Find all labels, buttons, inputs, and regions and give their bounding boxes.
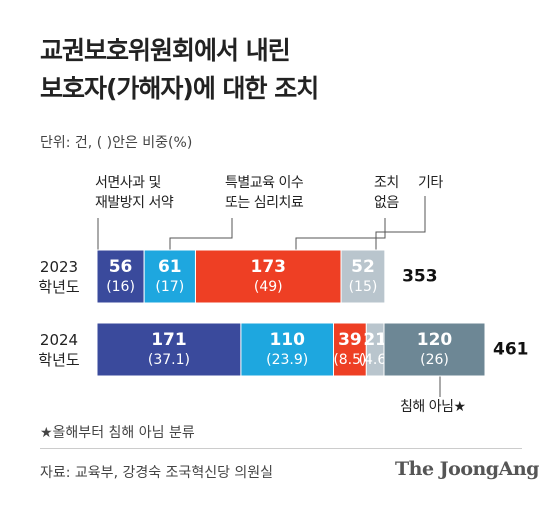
value-label: 120 [417, 330, 453, 350]
share-label: (49) [254, 279, 283, 295]
total-label: 353 [402, 267, 438, 287]
divider [40, 448, 522, 449]
value-label: 173 [251, 257, 287, 277]
note: ★올해부터 침해 아님 분류 [40, 425, 195, 441]
bar-segment [340, 249, 386, 304]
value-label: 39 [338, 330, 362, 350]
source: 자료: 교육부, 강경숙 조국혁신당 의원실 [40, 465, 274, 481]
legend-label: 서면사과 및 재발방지 서약 [95, 175, 174, 211]
bar-segment [143, 249, 196, 304]
leader-line [295, 218, 386, 250]
share-label: (37.1) [148, 352, 190, 368]
value-label: 52 [351, 257, 375, 277]
share-label: (26) [420, 352, 449, 368]
legend-label: 침해 아님★ [400, 399, 466, 415]
brand: The JoongAng [395, 458, 539, 480]
leader-line [169, 218, 233, 250]
share-label: (8.5) [333, 352, 366, 368]
share-label: (4.6) [359, 352, 392, 368]
share-label: (15) [349, 279, 378, 295]
value-label: 61 [158, 257, 182, 277]
share-label: (16) [106, 279, 135, 295]
bar-segment [194, 249, 342, 304]
legend-label: 특별교육 이수 또는 심리치료 [225, 175, 304, 211]
share-label: (23.9) [266, 352, 308, 368]
chart-title: 교권보호위원회에서 내린 보호자(가해자)에 대한 조치 [40, 36, 319, 103]
legend-label: 조치 없음 [374, 175, 399, 211]
value-label: 56 [109, 257, 133, 277]
share-label: (17) [155, 279, 184, 295]
bar-segment [383, 322, 486, 377]
bar-segment [240, 322, 335, 377]
legend-label: 기타 [418, 175, 443, 191]
subtitle: 단위: 건, ( )안은 비중(%) [40, 135, 193, 151]
value-label: 171 [151, 330, 187, 350]
total-label: 461 [493, 340, 529, 360]
row-label: 2023 학년도 [38, 258, 80, 296]
value-label: 21 [363, 330, 387, 350]
leader-line [375, 196, 426, 250]
row-label: 2024 학년도 [38, 331, 80, 369]
value-label: 110 [269, 330, 305, 350]
